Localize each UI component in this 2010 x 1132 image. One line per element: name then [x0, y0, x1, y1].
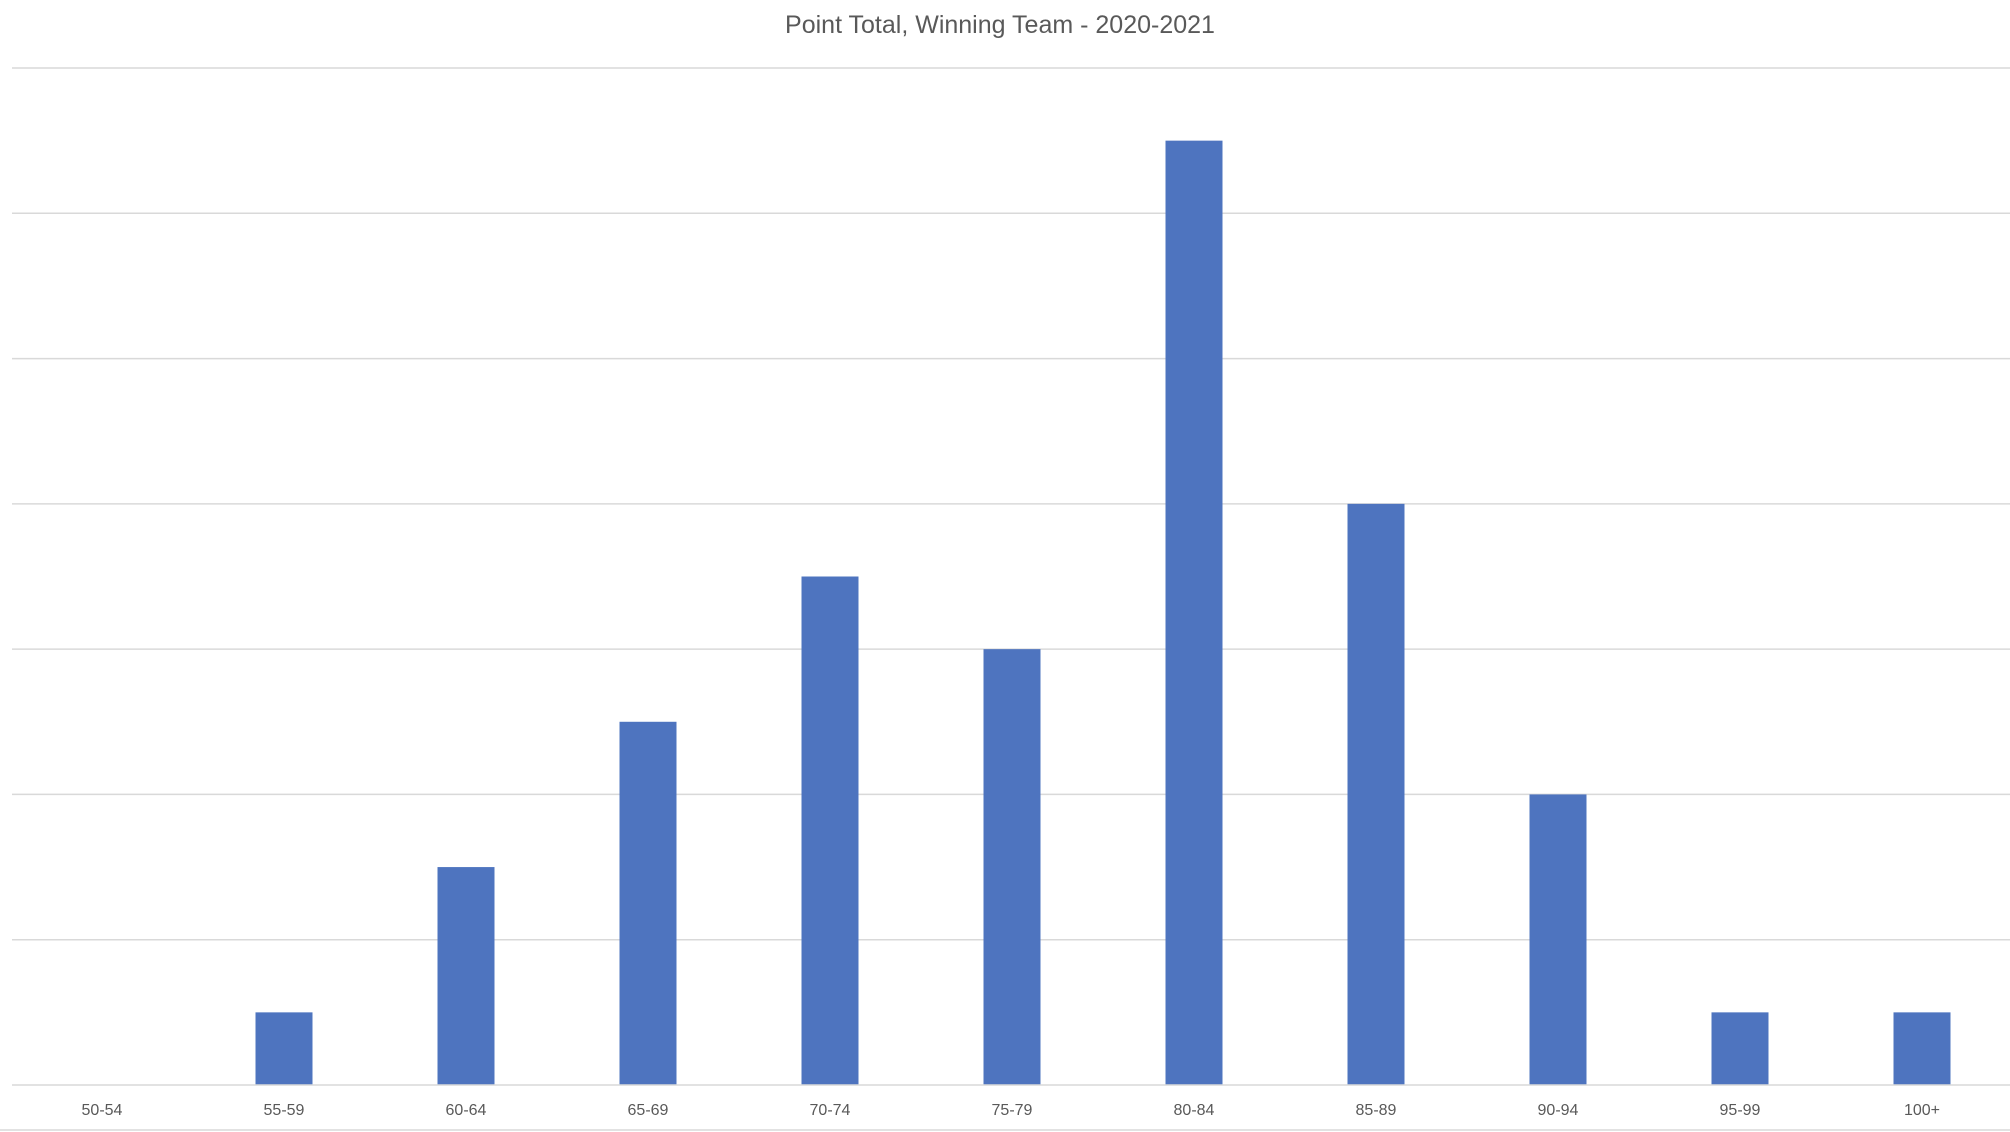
bar: [255, 1012, 313, 1085]
bar: [437, 867, 495, 1085]
bar: [1529, 794, 1587, 1085]
x-tick-label: 55-59: [264, 1102, 305, 1119]
bar: [1165, 140, 1223, 1086]
x-tick-label: 80-84: [1174, 1102, 1215, 1119]
bar: [983, 649, 1041, 1085]
x-tick-label: 100+: [1904, 1102, 1940, 1119]
bar: [1893, 1012, 1951, 1085]
x-tick-label: 70-74: [810, 1102, 851, 1119]
x-tick-label: 75-79: [992, 1102, 1033, 1119]
bar: [1347, 503, 1405, 1085]
x-tick-label: 65-69: [628, 1102, 669, 1119]
x-tick-label: 90-94: [1538, 1102, 1579, 1119]
x-tick-label: 95-99: [1720, 1102, 1761, 1119]
x-tick-label: 60-64: [446, 1102, 487, 1119]
x-tick-labels: 50-54 55-59 60-64 65-69 70-74 75-79 80-84 85-89…: [82, 1102, 1940, 1119]
bar: [619, 721, 677, 1085]
chart-title: Point Total, Winning Team - 2020-2021: [785, 11, 1215, 39]
bar: [1711, 1012, 1769, 1085]
x-tick-label: 50-54: [82, 1102, 123, 1119]
bar: [801, 576, 859, 1085]
bars: [255, 140, 1951, 1086]
x-tick-label: 85-89: [1356, 1102, 1397, 1119]
